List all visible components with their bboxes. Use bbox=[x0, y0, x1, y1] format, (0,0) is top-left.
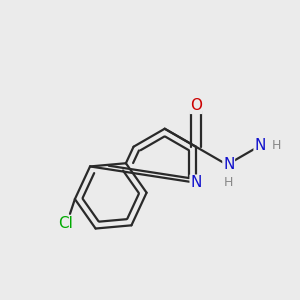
Text: Cl: Cl bbox=[58, 216, 73, 231]
Text: N: N bbox=[254, 138, 266, 153]
Text: H: H bbox=[272, 139, 281, 152]
Text: H: H bbox=[224, 176, 233, 189]
Text: N: N bbox=[190, 175, 202, 190]
Text: O: O bbox=[190, 98, 202, 113]
Text: N: N bbox=[223, 157, 234, 172]
